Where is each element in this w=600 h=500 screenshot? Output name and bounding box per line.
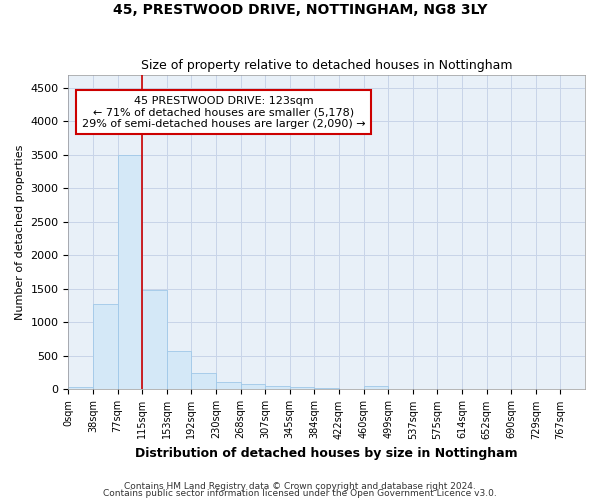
Text: Contains public sector information licensed under the Open Government Licence v3: Contains public sector information licen… [103,489,497,498]
Bar [265,386,290,390]
Bar [142,290,167,390]
Bar [290,387,314,390]
Bar [216,382,241,390]
Bar [314,388,339,390]
Bar [241,384,265,390]
Text: 45, PRESTWOOD DRIVE, NOTTINGHAM, NG8 3LY: 45, PRESTWOOD DRIVE, NOTTINGHAM, NG8 3LY [113,2,487,16]
Text: Contains HM Land Registry data © Crown copyright and database right 2024.: Contains HM Land Registry data © Crown c… [124,482,476,491]
X-axis label: Distribution of detached houses by size in Nottingham: Distribution of detached houses by size … [136,447,518,460]
Bar [68,387,93,390]
Title: Size of property relative to detached houses in Nottingham: Size of property relative to detached ho… [141,59,512,72]
Y-axis label: Number of detached properties: Number of detached properties [15,144,25,320]
Bar [118,155,142,390]
Bar [93,304,118,390]
Bar [167,351,191,390]
Bar [191,374,216,390]
Bar [364,386,388,390]
Text: 45 PRESTWOOD DRIVE: 123sqm
← 71% of detached houses are smaller (5,178)
29% of s: 45 PRESTWOOD DRIVE: 123sqm ← 71% of deta… [82,96,365,129]
